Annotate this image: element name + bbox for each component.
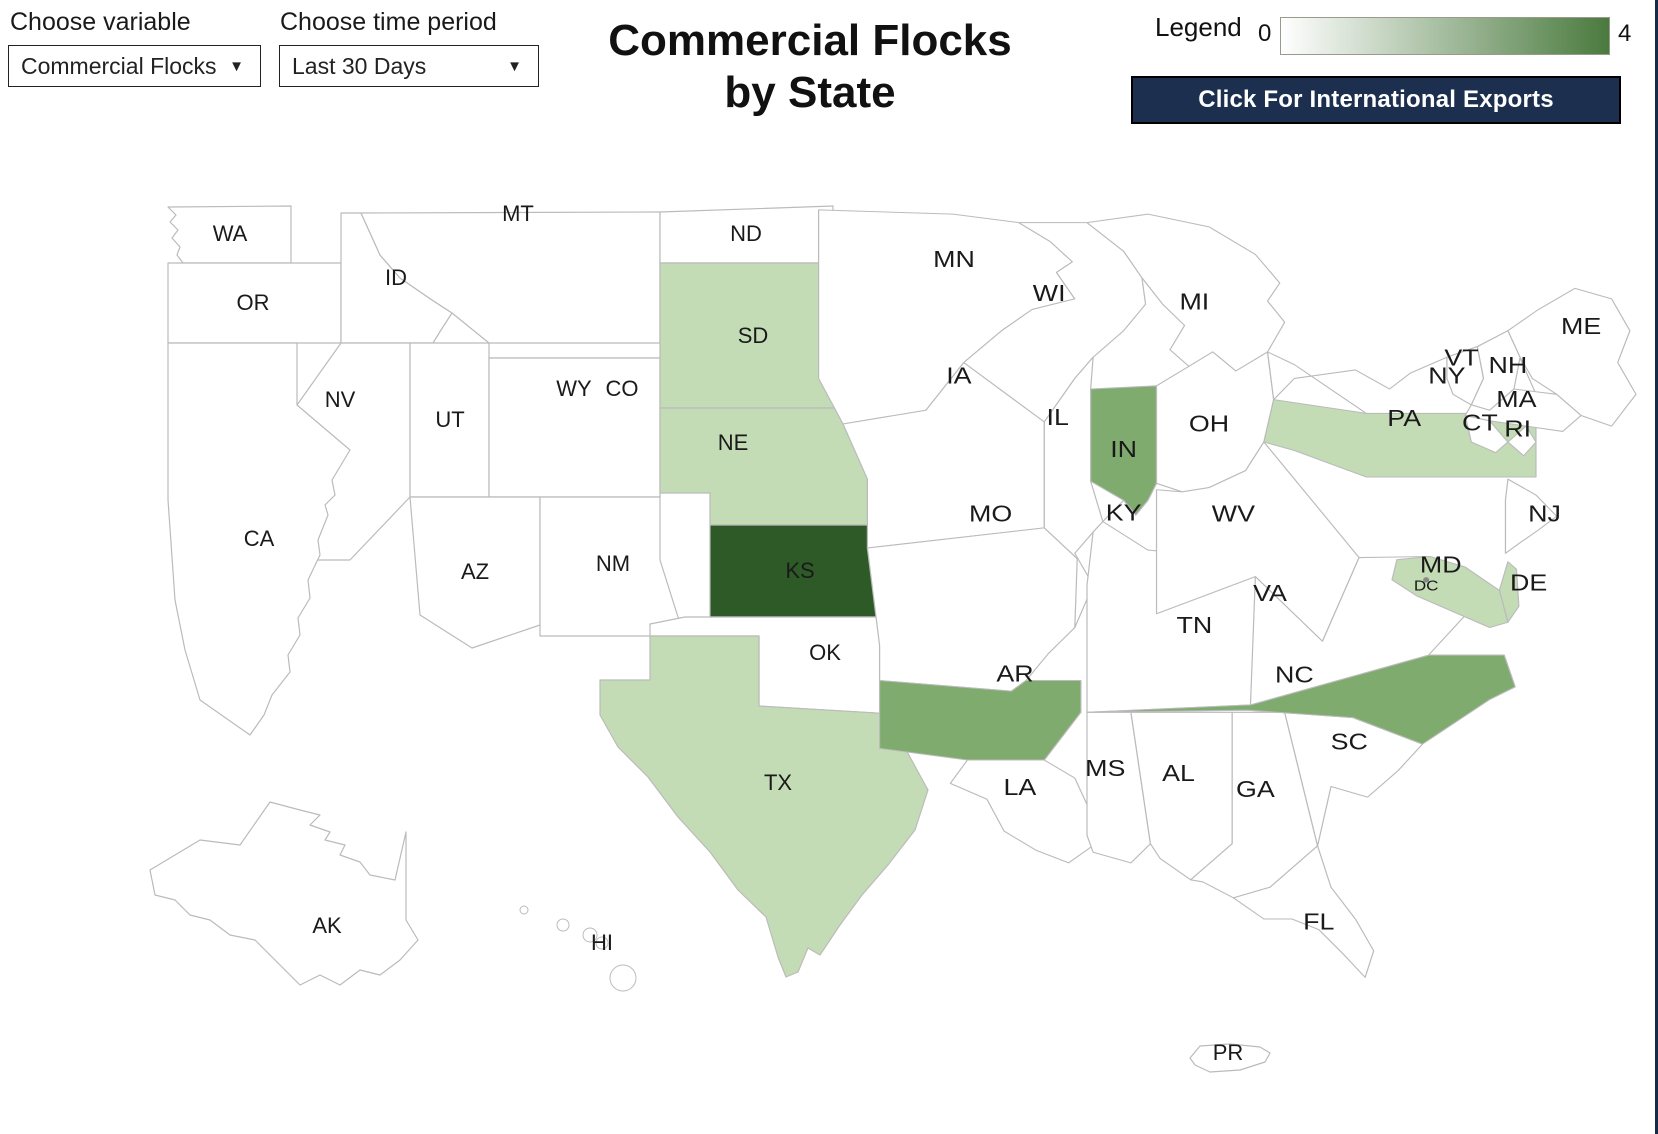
svg-text:NJ: NJ	[1528, 501, 1561, 527]
svg-text:MO: MO	[969, 501, 1012, 527]
svg-text:GA: GA	[1236, 777, 1275, 803]
svg-text:IL: IL	[1047, 405, 1069, 431]
svg-text:MD: MD	[1420, 552, 1462, 578]
svg-text:MA: MA	[1496, 387, 1536, 413]
svg-text:RI: RI	[1504, 416, 1531, 442]
svg-text:CO: CO	[606, 376, 639, 401]
svg-text:TN: TN	[1176, 612, 1212, 638]
svg-text:SC: SC	[1331, 729, 1368, 755]
svg-text:MT: MT	[502, 201, 534, 226]
svg-text:NC: NC	[1275, 662, 1314, 688]
svg-text:NV: NV	[325, 387, 356, 412]
svg-text:MI: MI	[1179, 289, 1209, 315]
svg-text:MS: MS	[1085, 756, 1125, 782]
svg-text:DE: DE	[1510, 570, 1547, 596]
svg-text:HI: HI	[591, 930, 613, 955]
svg-text:WY: WY	[556, 376, 592, 401]
svg-text:AR: AR	[996, 661, 1033, 687]
svg-text:SD: SD	[738, 323, 769, 348]
svg-text:MN: MN	[933, 247, 975, 273]
svg-text:ID: ID	[385, 265, 407, 290]
svg-text:IN: IN	[1110, 436, 1137, 462]
svg-text:CA: CA	[244, 526, 275, 551]
svg-text:WI: WI	[1033, 281, 1066, 307]
svg-text:OK: OK	[809, 640, 841, 665]
svg-text:PA: PA	[1387, 406, 1421, 432]
svg-text:KS: KS	[785, 558, 814, 583]
svg-text:OR: OR	[237, 290, 270, 315]
svg-text:IA: IA	[946, 363, 972, 389]
svg-text:AZ: AZ	[461, 559, 489, 584]
svg-text:AK: AK	[312, 913, 342, 938]
svg-text:WA: WA	[213, 221, 248, 246]
svg-text:VA: VA	[1253, 581, 1287, 607]
svg-text:NM: NM	[596, 551, 630, 576]
svg-text:LA: LA	[1003, 775, 1036, 801]
svg-text:FL: FL	[1303, 909, 1334, 935]
svg-text:TX: TX	[764, 770, 792, 795]
svg-text:AL: AL	[1162, 761, 1195, 787]
svg-text:ND: ND	[730, 221, 762, 246]
svg-text:KY: KY	[1106, 500, 1142, 526]
svg-text:CT: CT	[1462, 410, 1498, 436]
svg-text:NH: NH	[1489, 353, 1528, 379]
svg-text:WV: WV	[1212, 501, 1255, 527]
svg-text:PR: PR	[1213, 1040, 1244, 1065]
svg-text:OH: OH	[1189, 411, 1229, 437]
svg-text:VT: VT	[1444, 345, 1478, 371]
svg-text:NE: NE	[718, 430, 749, 455]
svg-text:UT: UT	[435, 407, 464, 432]
svg-text:DC: DC	[1414, 578, 1439, 594]
svg-text:ME: ME	[1561, 313, 1601, 339]
